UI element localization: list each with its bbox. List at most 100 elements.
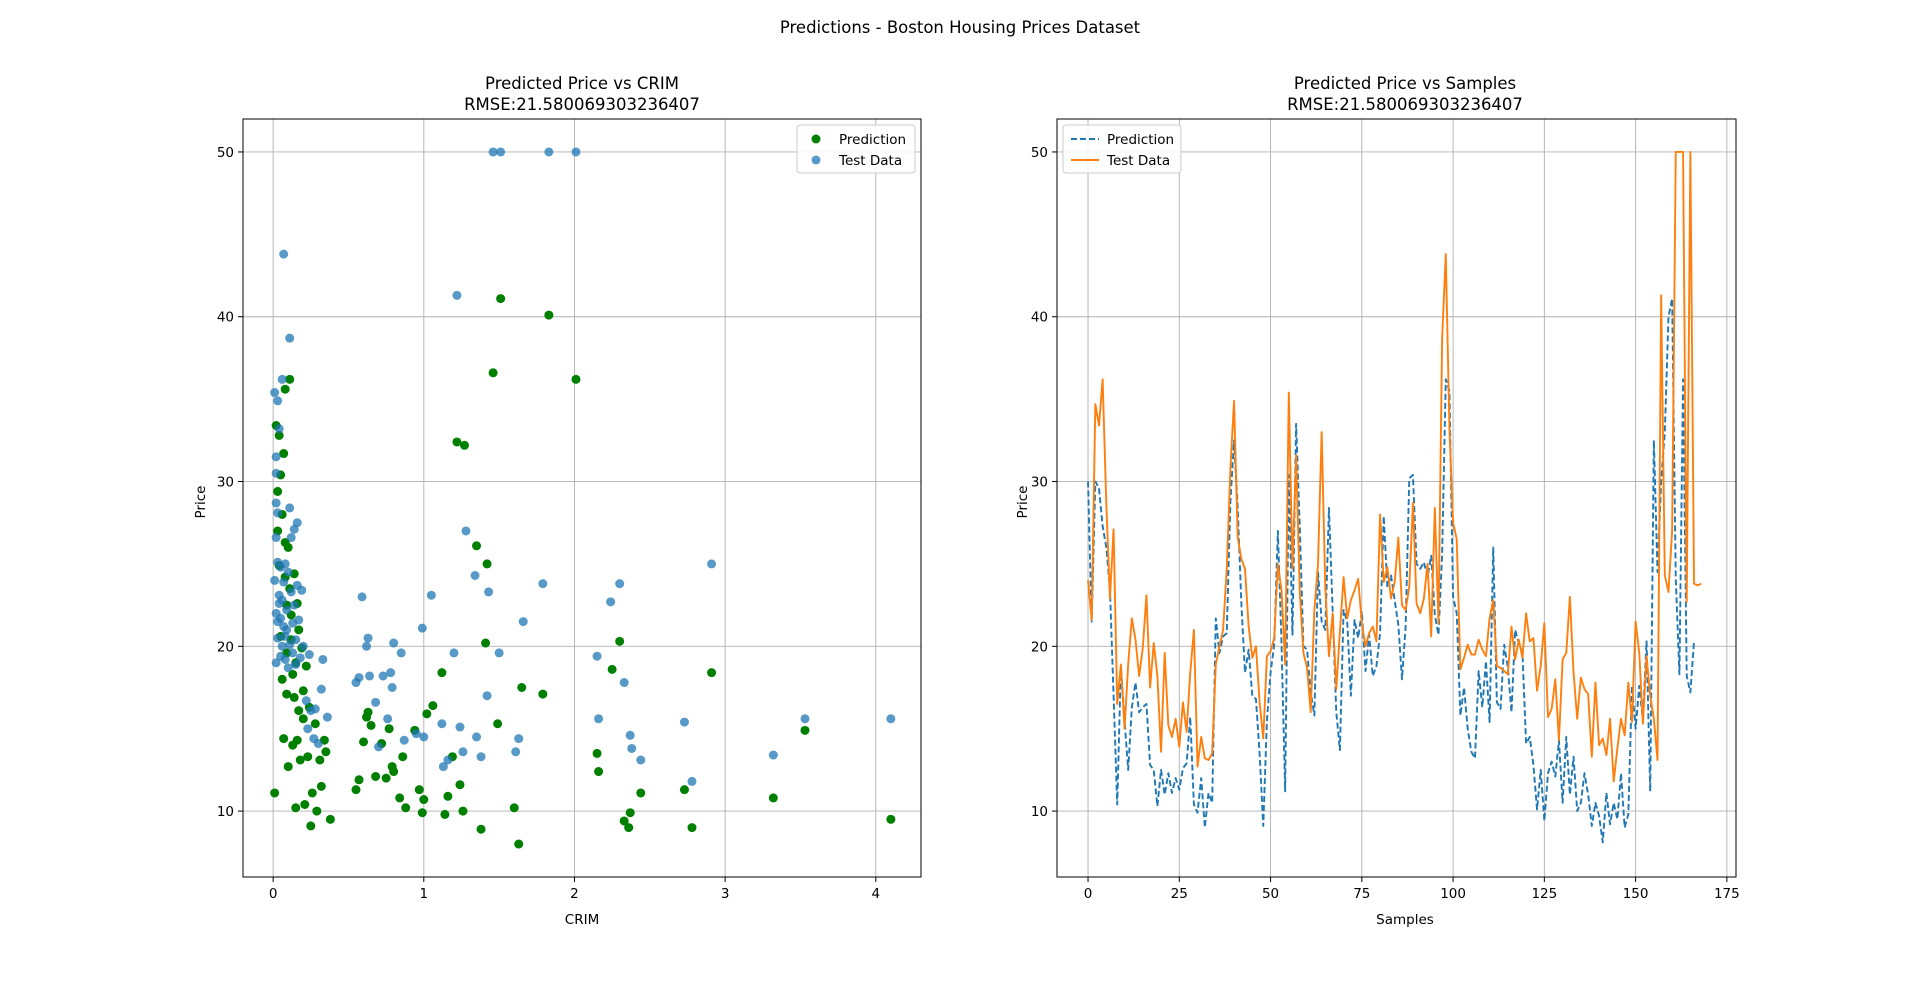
prediction-point xyxy=(452,437,462,447)
left-chart-legend: Prediction Test Data xyxy=(796,124,916,174)
left-chart-xtick-label: 2 xyxy=(570,886,579,902)
test-data-point xyxy=(571,147,581,157)
left-chart-ytick-label: 40 xyxy=(217,310,234,326)
prediction-point xyxy=(482,559,492,569)
test-data-point xyxy=(354,673,364,683)
left-chart-ytick-label: 50 xyxy=(217,145,234,161)
prediction-point xyxy=(321,747,331,757)
test-data-point xyxy=(606,597,616,607)
test-data-point xyxy=(458,747,468,757)
test-data-point xyxy=(886,714,896,724)
prediction-point xyxy=(381,773,391,783)
test-data-point xyxy=(399,735,409,745)
test-data-point xyxy=(285,640,295,650)
test-data-point xyxy=(438,762,448,772)
test-data-point xyxy=(488,147,498,157)
prediction-point xyxy=(366,720,376,730)
test-data-point xyxy=(544,147,554,157)
prediction-point xyxy=(607,664,617,674)
prediction-point xyxy=(592,748,602,758)
test-data-point xyxy=(301,696,311,706)
prediction-point xyxy=(298,714,308,724)
prediction-point xyxy=(270,788,280,798)
prediction-point xyxy=(615,636,625,646)
legend-test-data-marker xyxy=(811,155,821,165)
prediction-point xyxy=(455,780,465,790)
test-data-point xyxy=(452,290,462,300)
prediction-point xyxy=(707,668,717,678)
prediction-point xyxy=(274,430,284,440)
test-data-point xyxy=(289,600,299,610)
test-data-point xyxy=(271,533,281,543)
prediction-point xyxy=(571,374,581,384)
prediction-point xyxy=(351,785,361,795)
test-data-point xyxy=(707,559,717,569)
prediction-point xyxy=(277,674,287,684)
test-data-point xyxy=(443,755,453,765)
prediction-point xyxy=(316,781,326,791)
prediction-point xyxy=(594,767,604,777)
right-chart-xtick-label: 75 xyxy=(1353,886,1370,902)
test-data-point xyxy=(297,585,307,595)
test-data-point xyxy=(476,752,486,762)
test-data-point xyxy=(316,684,326,694)
legend-prediction-label: Prediction xyxy=(1107,132,1174,148)
test-data-point xyxy=(461,526,471,536)
prediction-point xyxy=(624,823,634,833)
prediction-point xyxy=(440,809,450,819)
test-data-point xyxy=(270,575,280,585)
prediction-point xyxy=(279,734,289,744)
test-data-point xyxy=(304,650,314,660)
right-chart-title: Predicted Price vs Samples xyxy=(1294,74,1516,93)
prediction-point xyxy=(289,692,299,702)
test-data-point xyxy=(511,747,521,757)
legend-test-data-label: Test Data xyxy=(838,153,902,169)
prediction-point xyxy=(514,839,524,849)
prediction-point xyxy=(481,638,491,648)
test-data-point xyxy=(494,648,504,658)
test-data-point xyxy=(374,742,384,752)
prediction-series xyxy=(270,294,896,849)
test-data-point xyxy=(419,732,429,742)
prediction-point xyxy=(687,823,697,833)
prediction-point xyxy=(886,814,896,824)
prediction-point xyxy=(310,719,320,729)
test-data-point xyxy=(288,648,298,658)
right-chart-frame xyxy=(1056,118,1737,878)
right-chart-plot-area: 0 25 50 75 100 125 150 175 10 20 30 40 50 xyxy=(1031,118,1740,902)
prediction-point xyxy=(401,803,411,813)
test-data-point xyxy=(636,755,646,765)
test-data-point xyxy=(357,592,367,602)
test-data-point xyxy=(271,452,281,462)
test-data-point xyxy=(291,635,301,645)
prediction-point xyxy=(298,686,308,696)
prediction-point xyxy=(800,725,810,735)
test-data-point xyxy=(286,587,296,597)
prediction-point xyxy=(544,310,554,320)
test-data-point xyxy=(273,396,283,406)
test-data-point xyxy=(417,623,427,633)
prediction-point xyxy=(280,384,290,394)
test-data-point xyxy=(625,730,635,740)
right-chart-ytick-label: 50 xyxy=(1031,145,1048,161)
test-data-point xyxy=(282,625,292,635)
test-data-point xyxy=(484,587,494,597)
test-data-point xyxy=(274,424,284,434)
prediction-point xyxy=(768,793,778,803)
prediction-point xyxy=(459,440,469,450)
test-data-point xyxy=(318,654,328,664)
prediction-line xyxy=(1087,297,1695,844)
prediction-point xyxy=(303,752,313,762)
prediction-point xyxy=(679,785,689,795)
test-data-point xyxy=(592,651,602,661)
test-data-point xyxy=(285,503,295,513)
test-data-point xyxy=(292,518,302,528)
test-data-point xyxy=(280,654,290,664)
test-data-point xyxy=(455,722,465,732)
right-chart-ytick-label: 30 xyxy=(1031,475,1048,491)
test-data-point xyxy=(282,605,292,615)
test-data-point xyxy=(687,776,697,786)
right-chart-ylabel: Price xyxy=(1015,486,1031,519)
legend-prediction-marker xyxy=(811,134,821,144)
